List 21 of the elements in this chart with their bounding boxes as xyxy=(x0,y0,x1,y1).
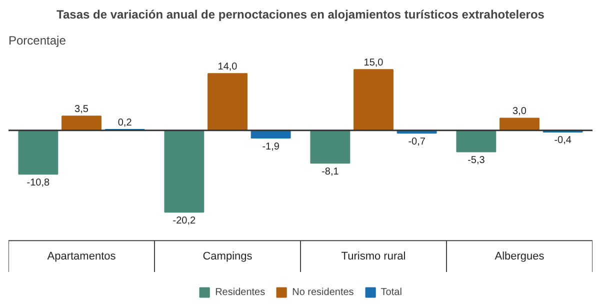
data-label: -5,3 xyxy=(468,155,486,166)
data-label: 15,0 xyxy=(364,57,384,68)
legend-label: No residentes xyxy=(292,286,354,298)
data-label: -0,7 xyxy=(408,136,426,148)
x-tick-label: Albergues xyxy=(494,250,545,262)
data-label: -20,2 xyxy=(172,215,196,226)
legend-label: Residentes xyxy=(215,286,266,298)
data-label: -8,1 xyxy=(322,166,340,178)
data-label: 14,0 xyxy=(218,61,238,72)
x-tick-label: Campings xyxy=(202,250,253,262)
data-label: -0,4 xyxy=(554,135,572,146)
data-label: 3,0 xyxy=(512,106,527,117)
data-label: -1,9 xyxy=(262,141,280,152)
x-tick-label: Turismo rural xyxy=(341,250,406,262)
data-label: -10,8 xyxy=(26,177,50,188)
y-axis-title: Porcentaje xyxy=(8,34,66,48)
legend-label: Total xyxy=(380,286,402,298)
x-tick-label: Apartamentos xyxy=(47,250,116,262)
chart-title: Tasas de variación anual de pernoctaciones en alojamientos turísticos extrahoteleros xyxy=(56,8,545,22)
data-label: 3,5 xyxy=(74,104,89,115)
data-label: 0,2 xyxy=(118,117,132,128)
